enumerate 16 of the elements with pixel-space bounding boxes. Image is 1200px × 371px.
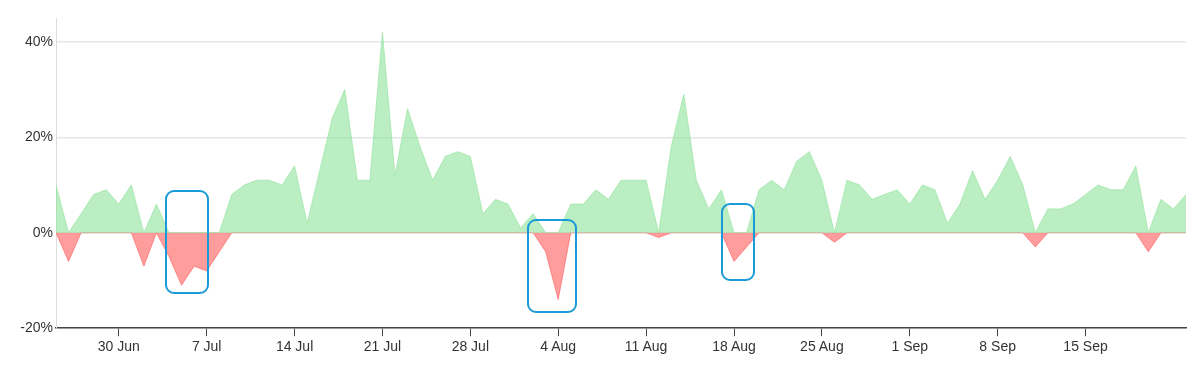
x-tick-label: 15 Sep [1063, 338, 1108, 355]
x-tick-label: 14 Jul [275, 338, 314, 355]
x-tick-label: 21 Jul [363, 338, 402, 355]
x-tick-label: 7 Jul [191, 338, 222, 355]
y-tick-label: -20% [20, 319, 53, 336]
x-tick-label: 8 Sep [979, 338, 1017, 355]
y-tick-label: 20% [24, 128, 53, 145]
x-tick-label: 11 Aug [624, 338, 668, 355]
x-tick-label: 30 Jun [97, 338, 140, 355]
x-tick-label: 28 Jul [451, 338, 490, 355]
y-tick-label: 0% [32, 223, 53, 240]
x-tick-label: 25 Aug [800, 338, 844, 355]
x-tick-label: 1 Sep [891, 338, 929, 355]
y-tick-label: 40% [24, 32, 53, 49]
x-tick-label: 18 Aug [712, 338, 756, 355]
x-tick-label: 4 Aug [540, 338, 577, 355]
